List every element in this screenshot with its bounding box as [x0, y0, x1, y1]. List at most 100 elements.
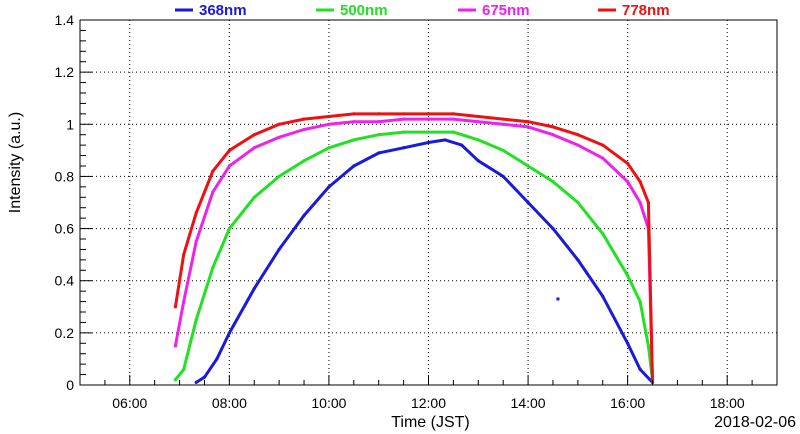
series-line — [174, 130, 654, 381]
data-point — [526, 125, 530, 129]
data-point — [352, 138, 356, 142]
ticks: 06:00 08:00 10:00 12:00 14:00 16:00 18:00 0 0.2 0… — [55, 12, 753, 411]
data-point — [402, 130, 406, 134]
data-point — [476, 138, 480, 142]
data-point — [601, 294, 605, 298]
data-point — [227, 331, 231, 335]
x-axis-label: Time (JST) — [391, 414, 470, 431]
data-point — [626, 180, 630, 184]
data-point — [402, 146, 406, 150]
data-point — [277, 135, 281, 139]
data-point — [626, 341, 630, 345]
data-point — [277, 174, 281, 179]
data-point — [352, 112, 356, 116]
x-tick-label: 14:00 — [511, 395, 546, 411]
x-tick-label: 10:00 — [311, 395, 346, 411]
data-point — [460, 143, 464, 147]
series-line — [173, 117, 654, 380]
data-point — [377, 133, 381, 137]
data-point — [638, 299, 642, 304]
data-point — [352, 164, 356, 168]
data-point — [451, 130, 455, 134]
data-point — [426, 140, 431, 145]
data-point — [601, 156, 605, 160]
legend-label: 778nm — [622, 2, 670, 19]
data-point — [476, 120, 480, 124]
x-tick-label: 06:00 — [112, 395, 147, 411]
data-point — [626, 273, 630, 278]
data-point — [476, 114, 480, 119]
data-point — [576, 143, 580, 147]
data-point — [377, 151, 381, 155]
series-layer — [173, 112, 655, 384]
data-point — [476, 159, 480, 163]
data-point — [402, 117, 406, 121]
data-point — [182, 299, 186, 304]
legend: 368nm 500nm 675nm 778nm — [175, 2, 670, 19]
y-tick-label: 0.4 — [55, 273, 75, 289]
data-point — [426, 112, 431, 116]
data-point — [601, 232, 605, 236]
data-point — [551, 133, 555, 137]
x-tick-label: 08:00 — [212, 395, 247, 411]
legend-label: 500nm — [340, 2, 388, 19]
data-point — [501, 148, 505, 152]
x-tick-label: 16:00 — [610, 395, 645, 411]
plot-frame — [79, 19, 778, 386]
y-tick-label: 0.6 — [55, 221, 75, 237]
data-point — [638, 200, 642, 205]
data-point — [202, 375, 207, 379]
data-point — [402, 112, 406, 116]
data-point — [277, 247, 281, 252]
data-point — [451, 112, 455, 116]
x-tick-label: 12:00 — [411, 395, 446, 411]
data-point — [451, 117, 455, 121]
legend-label: 368nm — [199, 2, 247, 19]
y-tick-label: 0.2 — [55, 325, 75, 341]
data-point — [173, 305, 178, 309]
data-point — [426, 130, 431, 134]
y-axis-label: Intensity (a.u.) — [7, 112, 24, 213]
data-point — [194, 318, 198, 322]
data-point — [302, 127, 306, 132]
data-point — [501, 117, 505, 121]
data-point — [551, 226, 555, 231]
data-point — [576, 133, 580, 137]
data-point — [646, 200, 650, 205]
data-point — [173, 378, 178, 382]
data-point — [576, 258, 580, 262]
data-point — [576, 200, 580, 205]
data-point — [352, 120, 356, 124]
y-tick-label: 1.2 — [55, 64, 75, 80]
data-point — [638, 180, 642, 184]
data-point — [252, 146, 256, 150]
data-point — [443, 138, 447, 142]
series-778nm — [173, 112, 655, 384]
data-point — [211, 190, 215, 194]
data-point — [211, 169, 215, 173]
data-point — [194, 211, 198, 215]
data-point — [227, 226, 231, 231]
data-point — [327, 114, 331, 119]
data-point — [626, 161, 630, 165]
y-tick-label: 1.4 — [55, 12, 75, 28]
data-point — [252, 195, 256, 199]
data-point — [501, 122, 505, 126]
data-point — [302, 159, 306, 163]
data-point — [646, 344, 650, 348]
data-point — [194, 240, 198, 244]
grid — [80, 20, 777, 385]
data-point — [327, 185, 331, 189]
data-point — [501, 174, 505, 179]
data-point — [377, 112, 381, 116]
series-500nm — [173, 130, 655, 382]
data-point — [377, 120, 381, 124]
data-point — [182, 253, 186, 257]
data-point — [302, 213, 306, 218]
data-point — [277, 122, 281, 126]
data-point — [551, 180, 555, 184]
legend-label: 675nm — [482, 2, 530, 19]
data-point — [526, 120, 530, 124]
data-point — [601, 143, 605, 147]
